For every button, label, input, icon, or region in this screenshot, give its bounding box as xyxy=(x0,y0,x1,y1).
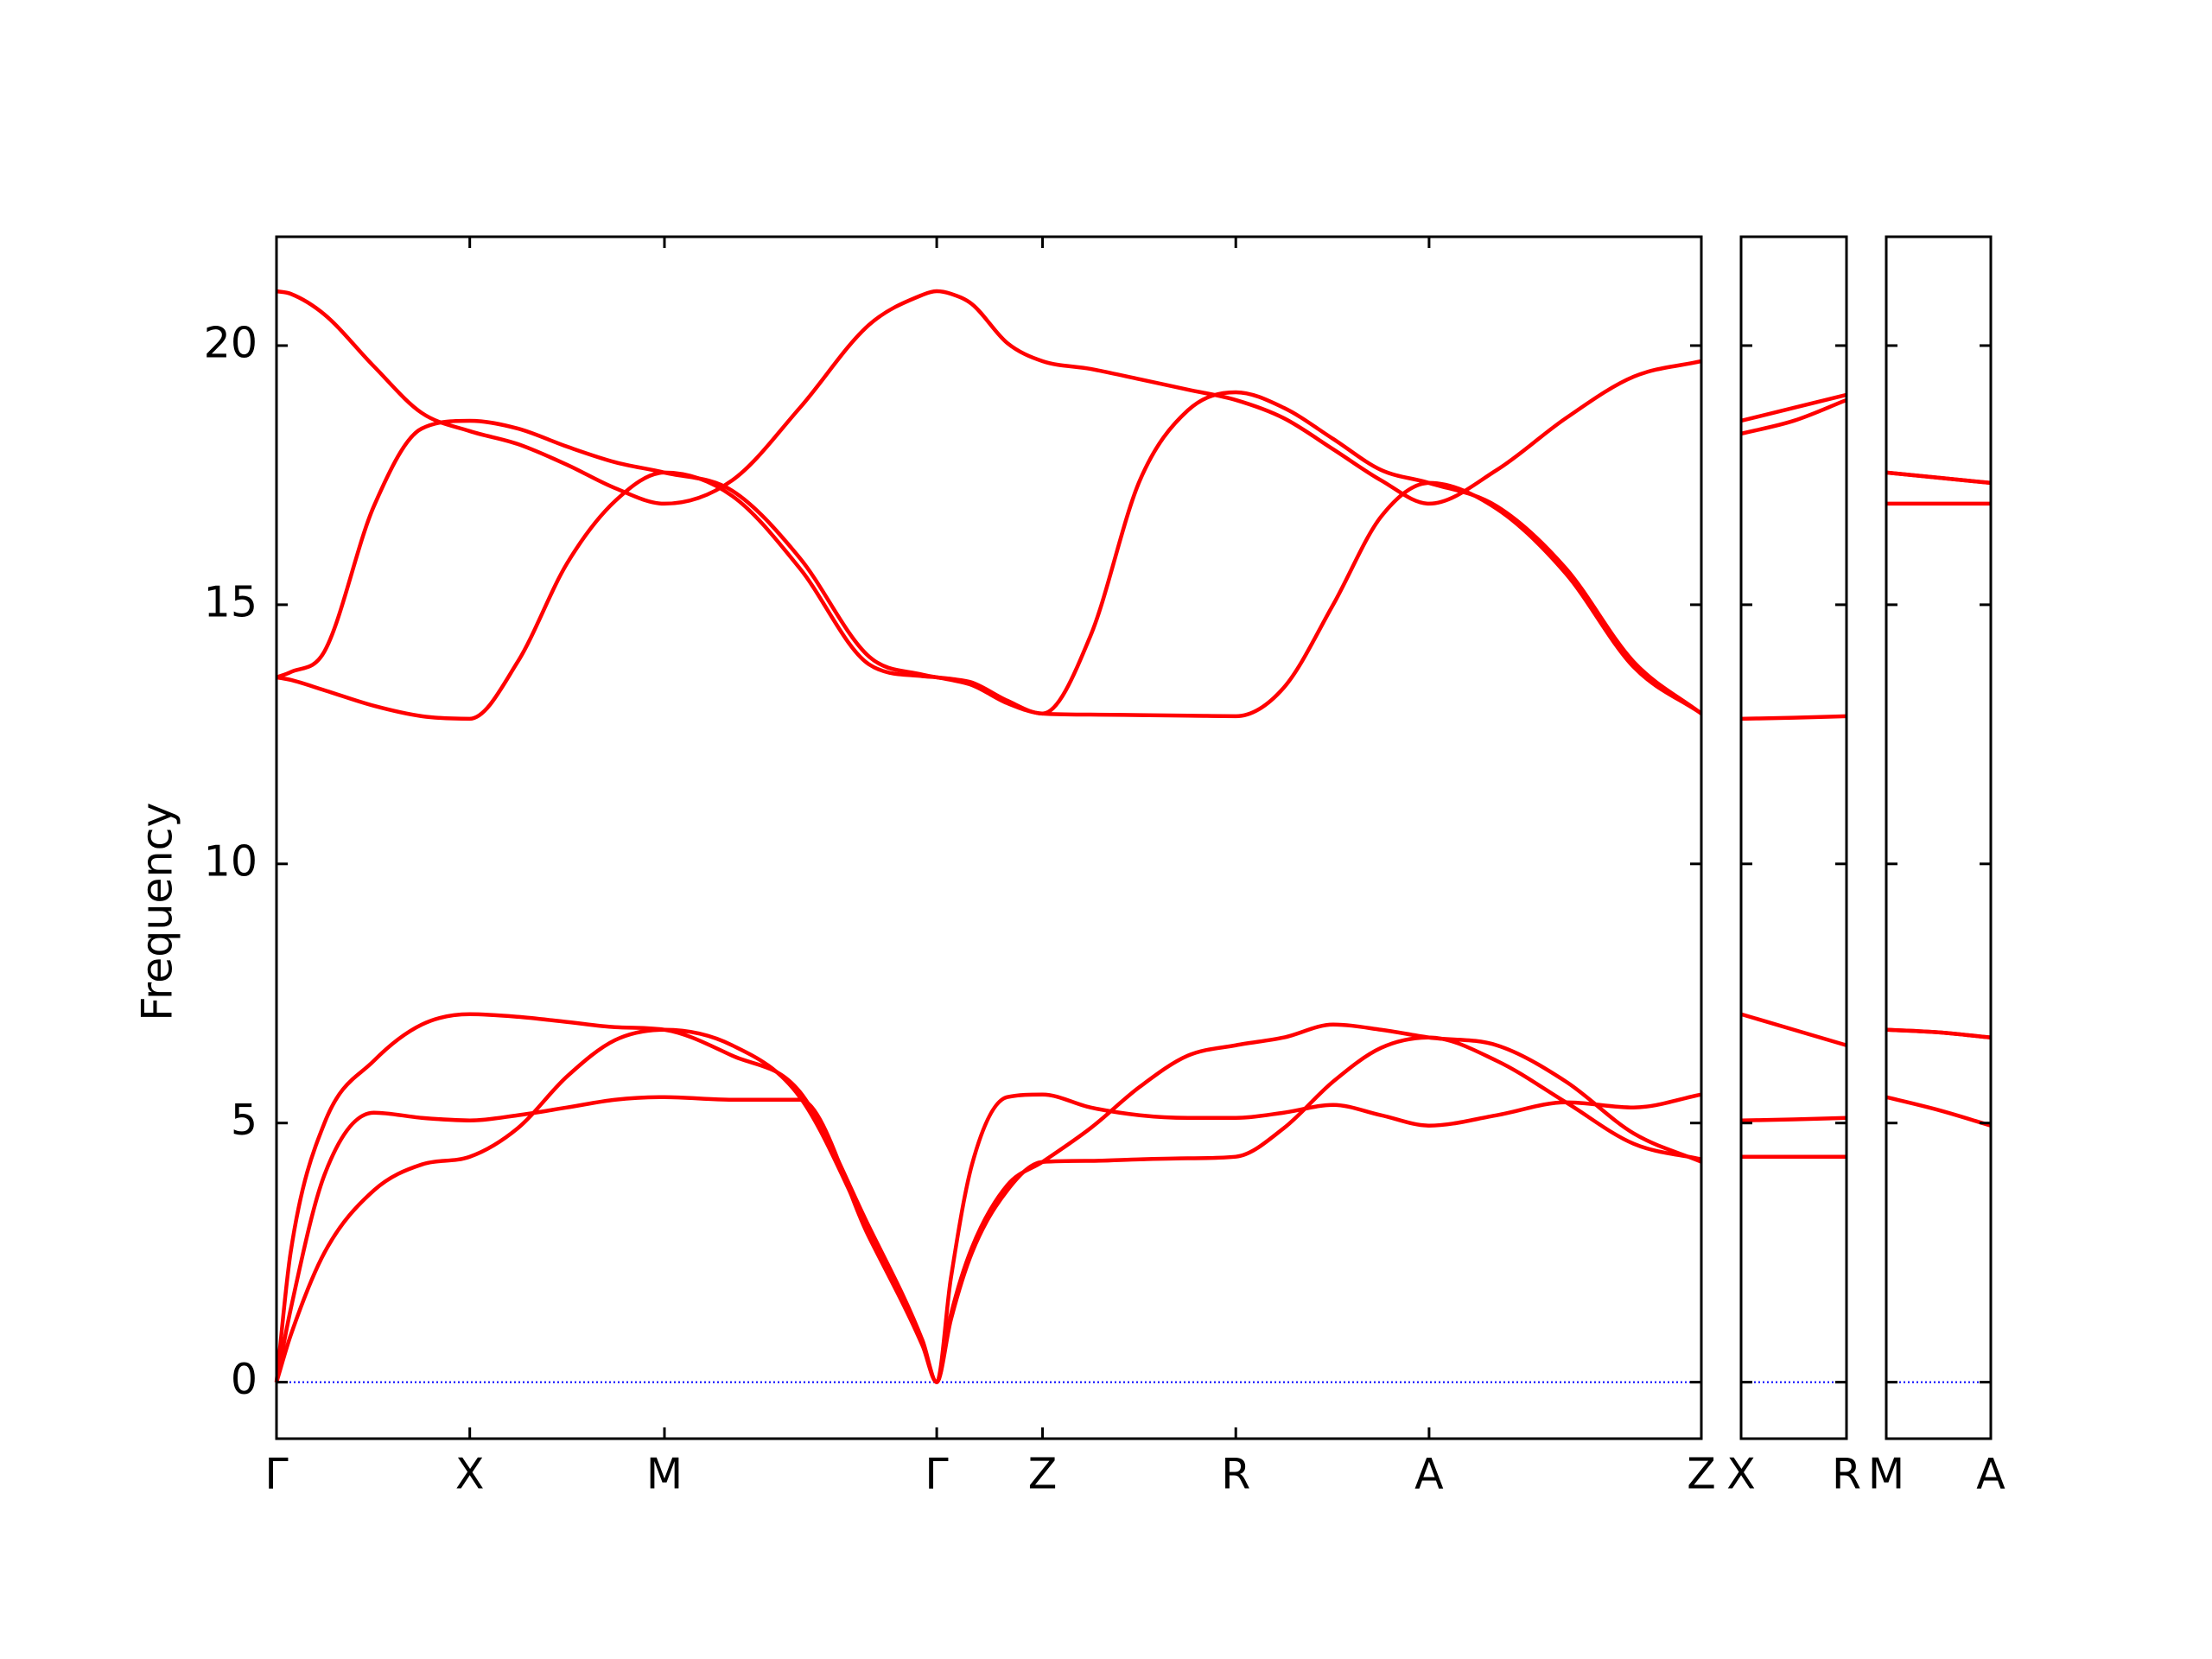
y-tick-label: 15 xyxy=(204,577,257,626)
band-line xyxy=(1740,1116,1847,1122)
x-tick-label: Z xyxy=(1687,1450,1716,1499)
y-tick-label: 20 xyxy=(204,318,257,367)
x-tick-label: M xyxy=(646,1450,683,1499)
y-tick-label: 5 xyxy=(231,1096,257,1145)
x-tick-label: Z xyxy=(1028,1450,1058,1499)
band-line xyxy=(274,1022,1702,1384)
x-tick-label: Γ xyxy=(264,1450,289,1499)
x-tick-label: X xyxy=(455,1450,485,1499)
band-line xyxy=(1740,1012,1847,1047)
y-tick-label: 0 xyxy=(231,1355,257,1404)
x-tick-label: A xyxy=(1976,1450,2005,1499)
y-axis-label: Frequency xyxy=(133,802,182,1020)
band-line xyxy=(276,390,1703,716)
x-tick-label: X xyxy=(1726,1450,1756,1499)
y-tick-label: 10 xyxy=(204,836,257,886)
x-tick-label: R xyxy=(1832,1450,1861,1499)
band-line xyxy=(276,289,1702,506)
x-tick-label: R xyxy=(1221,1450,1250,1499)
band-line xyxy=(1740,392,1847,423)
x-tick-label: M xyxy=(1868,1450,1904,1499)
x-tick-label: A xyxy=(1414,1450,1444,1499)
band-line xyxy=(274,1012,1702,1384)
panel-frame xyxy=(275,235,1703,1440)
band-line xyxy=(1740,397,1847,436)
band-line xyxy=(1885,470,1992,486)
band-line xyxy=(1885,1027,1992,1039)
panel-frame xyxy=(1739,235,1848,1440)
x-tick-label: Γ xyxy=(925,1450,949,1499)
band-line xyxy=(1885,1095,1992,1128)
panel-frame xyxy=(1885,235,1993,1440)
band-line xyxy=(1740,714,1847,721)
